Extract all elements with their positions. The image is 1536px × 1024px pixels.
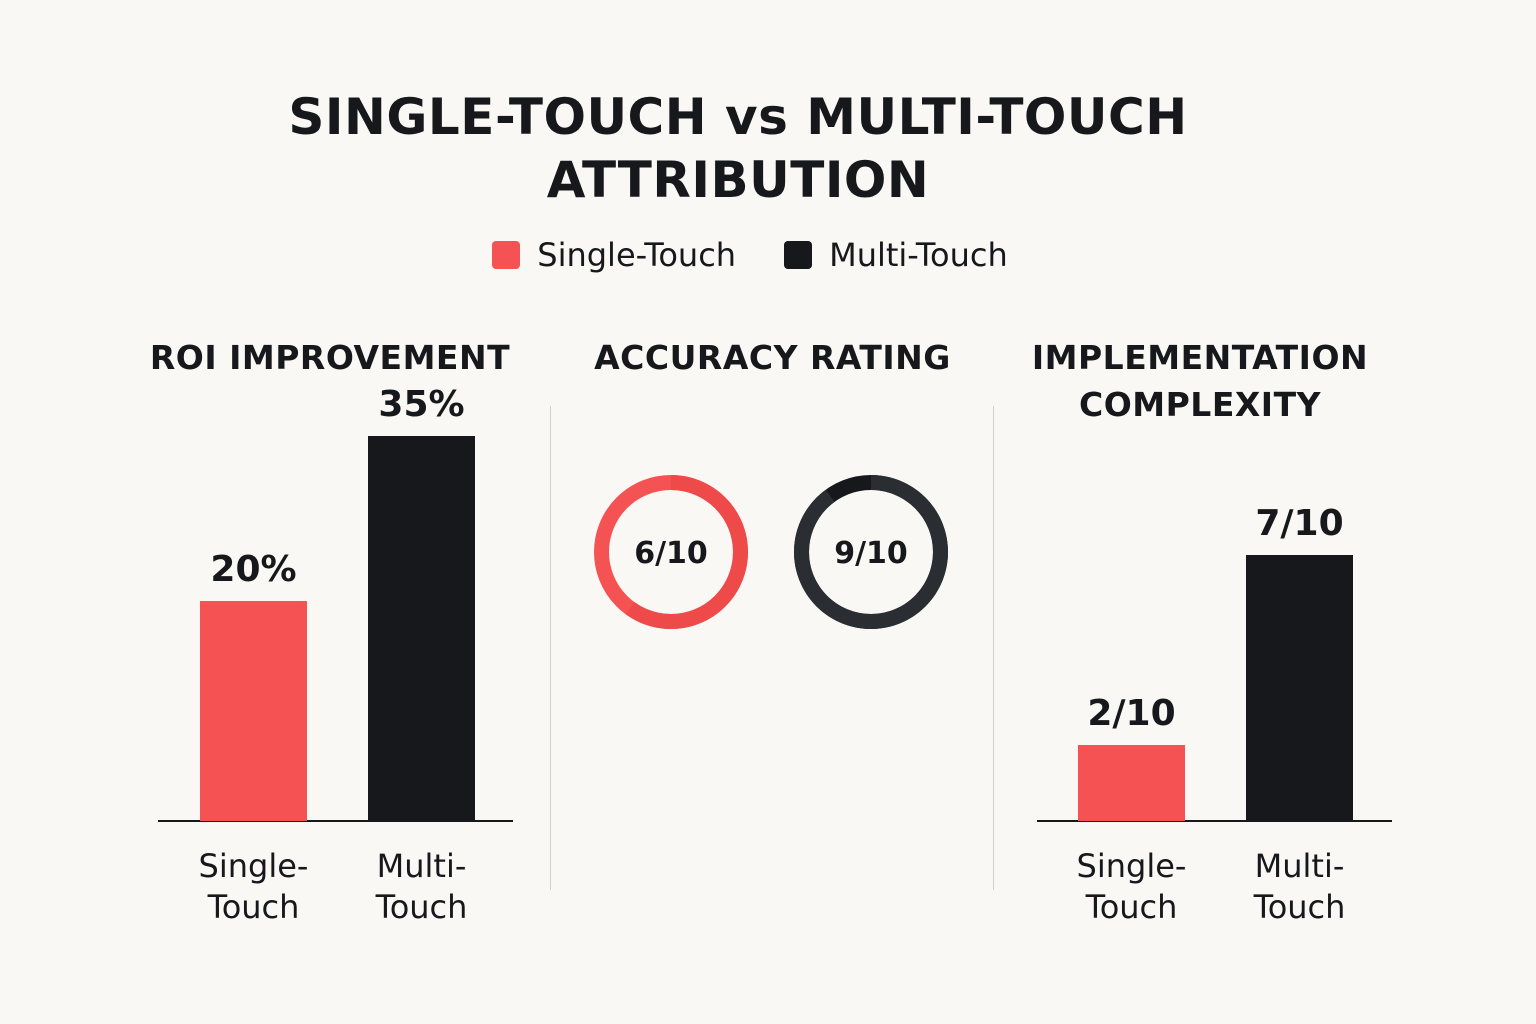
complexity-tick-label-1-1: Touch: [1253, 888, 1346, 926]
complexity-tick-label-0-0: Single-: [1077, 847, 1187, 885]
roi-tick-label-0-0: Single-: [199, 847, 309, 885]
roi-value-label-0: 20%: [210, 549, 296, 590]
panel-divider-right: [993, 406, 994, 890]
chart-title-line-1: SINGLE-TOUCH vs MULTI-TOUCH: [288, 88, 1188, 146]
roi-tick-label-0-1: Touch: [207, 888, 300, 926]
legend-label-single-touch: Single-Touch: [537, 236, 737, 274]
donut-arc-1: [794, 475, 948, 629]
roi-tick-label-1-0: Multi-: [377, 847, 467, 885]
complexity-bar-1: [1246, 555, 1353, 821]
roi-tick-label-1-1: Touch: [375, 888, 468, 926]
roi-bar-0: [200, 601, 307, 821]
accuracy-panel-title: ACCURACY RATING: [594, 338, 951, 377]
legend-swatch-multi-touch: [784, 241, 813, 269]
chart-title: SINGLE-TOUCH vs MULTI-TOUCH ATTRIBUTION: [0, 86, 1476, 212]
complexity-title-line-1: IMPLEMENTATION: [1031, 338, 1369, 377]
complexity-tick-label-1-0: Multi-: [1255, 847, 1345, 885]
complexity-bar-0: [1078, 745, 1185, 821]
complexity-value-label-1: 7/10: [1255, 503, 1343, 544]
roi-value-label-1: 35%: [378, 384, 464, 425]
complexity-tick-label-0-1: Touch: [1085, 888, 1178, 926]
panel-divider-left: [550, 406, 551, 890]
legend: Single-Touch Multi-Touch: [0, 236, 1500, 274]
donut-value-label-0: 6/10: [634, 536, 708, 571]
legend-label-multi-touch: Multi-Touch: [829, 236, 1008, 274]
legend-swatch-single-touch: [492, 241, 521, 269]
chart-title-line-2: ATTRIBUTION: [546, 151, 930, 209]
roi-panel-title: ROI IMPROVEMENT: [149, 338, 511, 377]
roi-bar-1: [368, 436, 475, 821]
donut-arc-0: [625, 475, 748, 629]
legend-item-single-touch: Single-Touch: [492, 236, 736, 274]
complexity-value-label-0: 2/10: [1087, 693, 1175, 734]
donut-value-label-1: 9/10: [834, 536, 908, 571]
complexity-panel-title: IMPLEMENTATION COMPLEXITY: [1000, 334, 1400, 428]
complexity-title-line-2: COMPLEXITY: [1079, 385, 1321, 424]
legend-item-multi-touch: Multi-Touch: [784, 236, 1008, 274]
